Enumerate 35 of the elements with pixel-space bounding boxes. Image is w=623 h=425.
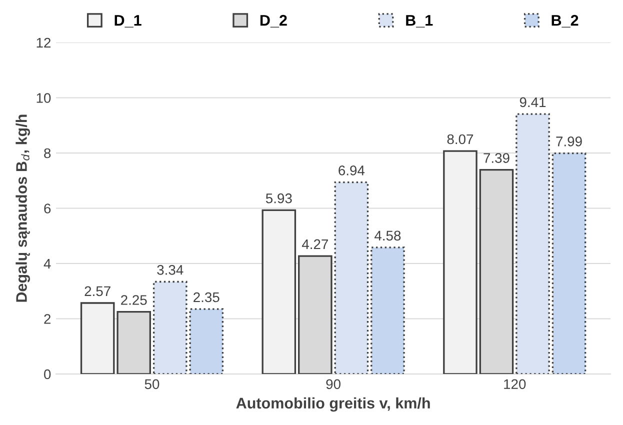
legend-label: D_1 <box>114 15 142 28</box>
y-tick-label: 12 <box>36 38 51 48</box>
y-tick-label: 0 <box>44 369 51 380</box>
y-tick-label: 4 <box>44 258 51 269</box>
y-tick-label: 8 <box>44 148 51 158</box>
data-label: 6.94 <box>338 166 365 176</box>
legend-label: B_1 <box>406 15 433 28</box>
data-label: 2.57 <box>84 286 110 296</box>
legend-label: B_2 <box>552 14 578 28</box>
data-label: 4.27 <box>302 239 328 249</box>
bar <box>443 150 478 374</box>
bar <box>334 181 369 374</box>
y-tick-label: 2 <box>44 314 51 324</box>
x-tick-label: 50 <box>144 379 160 390</box>
data-label: 2.35 <box>194 292 220 302</box>
data-label: 5.93 <box>266 193 292 204</box>
bar <box>552 152 586 374</box>
x-tick-label: 90 <box>326 379 340 390</box>
data-label: 8.07 <box>447 134 474 144</box>
data-label: 7.39 <box>484 153 510 163</box>
x-axis-title: Automobilio greitis v, km/h <box>236 397 430 412</box>
bar <box>370 246 405 374</box>
y-tick-label: 6 <box>44 204 51 214</box>
bar <box>80 302 115 374</box>
data-label: 9.41 <box>520 97 546 108</box>
data-label: 3.34 <box>157 264 184 275</box>
y-axis-title: Degalų sąnaudos B$_{d}$, kg/h <box>16 114 30 302</box>
y-tick-label: 10 <box>36 93 51 103</box>
bar <box>516 113 550 374</box>
bar <box>262 209 296 374</box>
data-label: 7.99 <box>556 136 582 146</box>
data-label: 2.25 <box>121 295 147 305</box>
x-tick-label: 120 <box>504 379 526 390</box>
data-label: 4.58 <box>374 230 401 241</box>
legend-label: D_2 <box>260 14 287 28</box>
